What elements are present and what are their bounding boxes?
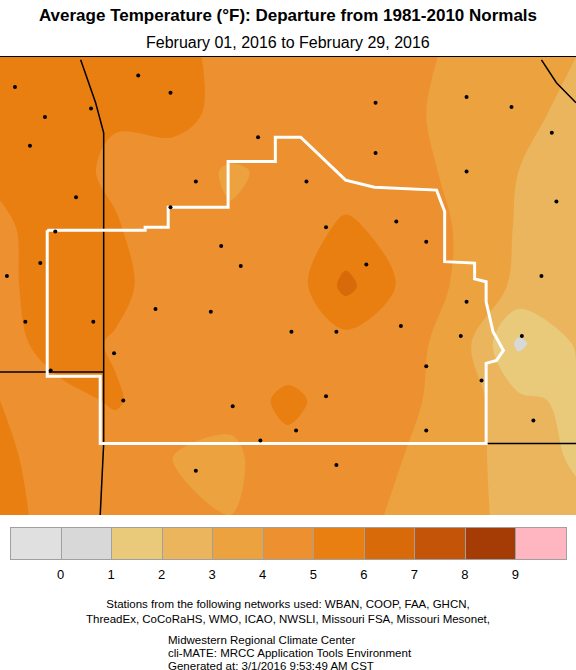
html-text:Midwestern Regional Climate Ce: Midwestern Regional Climate Center <box>168 634 356 646</box>
svg-text:Average Temperature (°F): Depa: Average Temperature (°F): Departure from… <box>39 6 537 25</box>
html-text:8: 8 <box>461 567 469 582</box>
svg-text:February 01, 2016 to February: February 01, 2016 to February 29, 2016 <box>146 34 430 51</box>
html-text:3: 3 <box>208 567 216 582</box>
html-text:ThreadEx, CoCoRaHS, WMO, ICAO,: ThreadEx, CoCoRaHS, WMO, ICAO, NWSLI, Mi… <box>86 613 490 625</box>
html-text:6: 6 <box>360 567 368 582</box>
html-text:7: 7 <box>410 567 418 582</box>
html-text:cli-MATE: MRCC Application Too: cli-MATE: MRCC Application Tools Environ… <box>168 647 412 659</box>
html-text:9: 9 <box>511 567 520 582</box>
html-text:Stations from the following ne: Stations from the following networks use… <box>106 598 470 610</box>
html-text:5: 5 <box>309 567 317 582</box>
html-text:2: 2 <box>158 567 166 582</box>
html-text:1: 1 <box>107 567 115 582</box>
html-text:4: 4 <box>259 567 267 582</box>
html-text:0: 0 <box>56 567 65 582</box>
